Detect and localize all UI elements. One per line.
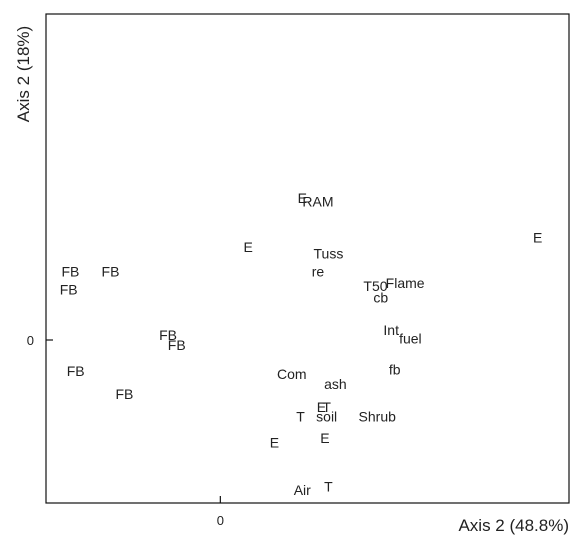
point-label-cb: cb (373, 290, 388, 306)
point-label-fb: FB (159, 327, 177, 343)
point-label-t: T (324, 479, 333, 495)
point-label-fb: FB (168, 337, 186, 353)
point-label-t50: T50 (363, 278, 387, 294)
point-label-e: E (533, 229, 542, 245)
point-label-fb: FB (116, 386, 134, 402)
point-labels: FB FBFBFBFBFBFBEERAMTussreEFlameT50cbIntf… (60, 190, 543, 498)
point-label-fb: FB (67, 363, 85, 379)
point-label-ash: ash (324, 376, 347, 392)
point-label-fb: FB (102, 264, 120, 280)
point-label-flame: Flame (386, 275, 425, 291)
plot-frame (45, 13, 570, 504)
point-label-air: Air (294, 482, 311, 498)
point-label-fuel: fuel (399, 330, 422, 346)
point-label-e: E (320, 430, 329, 446)
y-tick-label: 0 (27, 333, 34, 348)
point-label-fb: fb (389, 361, 401, 377)
y-axis-label: Axis 2 (18%) (14, 26, 33, 122)
point-label-e: E (244, 239, 253, 255)
point-label-e: E (270, 435, 279, 451)
axis-ticks: 00 (27, 333, 224, 528)
point-label-tuss: Tuss (314, 246, 344, 262)
point-label-ram: RAM (302, 193, 333, 209)
point-label-t: T (322, 399, 331, 415)
point-label-soil: soil (316, 409, 337, 425)
point-label-fb: FB (61, 264, 79, 280)
point-label-e: E (298, 190, 307, 206)
point-label-fb: FB (60, 281, 78, 297)
point-label-e: E (317, 399, 326, 415)
point-label-int: Int (383, 322, 399, 338)
x-axis-label: Axis 2 (48.8%) (458, 516, 569, 535)
point-label-com: Com (277, 366, 307, 382)
point-label-shrub: Shrub (359, 409, 397, 425)
point-label-t: T (296, 409, 305, 425)
x-tick-label: 0 (217, 513, 224, 528)
point-label-re: re (312, 264, 325, 280)
